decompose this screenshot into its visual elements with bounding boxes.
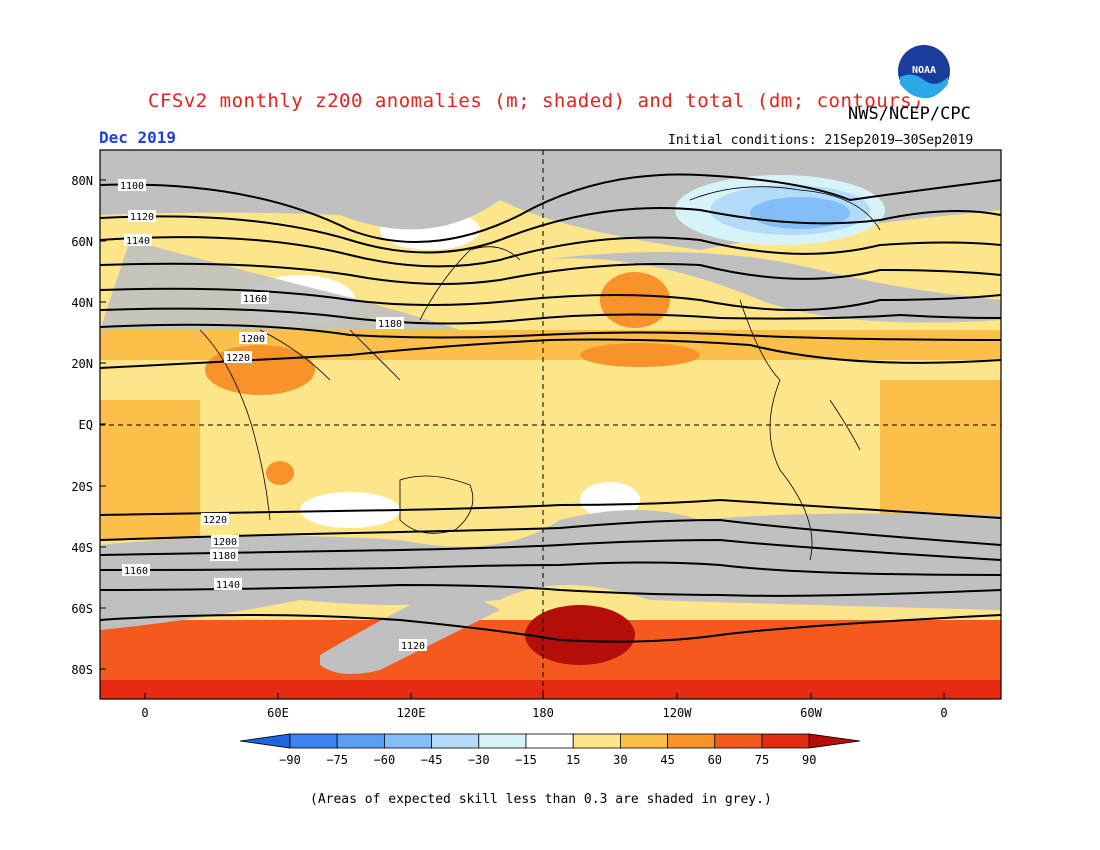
colorbar-swatch bbox=[289, 733, 338, 749]
colorbar-tick-label: −60 bbox=[374, 753, 396, 767]
lon-tick-label: 180 bbox=[532, 706, 554, 720]
skill-footnote: (Areas of expected skill less than 0.3 a… bbox=[310, 792, 772, 807]
contour-label-bg bbox=[239, 332, 267, 344]
colorbar-swatch bbox=[525, 733, 574, 749]
low-skill-southern-ocean bbox=[100, 510, 1001, 630]
contour-label: 1200 bbox=[241, 334, 265, 345]
contour-label: 1160 bbox=[124, 566, 148, 577]
contour-label-bg bbox=[214, 578, 242, 590]
neutral-south-pacific bbox=[580, 482, 640, 518]
anomaly-indian-ocean bbox=[266, 461, 294, 485]
anomaly-arabia bbox=[205, 345, 315, 395]
map-panel: 1100 1120 1140 1160 1180 1200 1220 1220 1200 1180… bbox=[100, 150, 1001, 699]
lat-tick-label: 80S bbox=[71, 663, 93, 677]
colorbar-tick-label: −30 bbox=[468, 753, 490, 767]
colorbar-tick-label: 30 bbox=[613, 753, 627, 767]
contour-label: 1120 bbox=[130, 212, 154, 223]
coastlines bbox=[199, 186, 881, 561]
contour-label-bg bbox=[241, 292, 269, 304]
colorbar-arrow-right bbox=[808, 733, 861, 749]
colorbar-tick-label: −15 bbox=[515, 753, 537, 767]
contour-label: 1160 bbox=[243, 294, 267, 305]
initial-conditions: Initial conditions: 21Sep2019–30Sep2019 bbox=[668, 133, 974, 148]
anomaly-max-south-pacific bbox=[525, 605, 635, 665]
contour-label-bg bbox=[201, 513, 229, 525]
low-skill-north-america bbox=[540, 252, 1001, 323]
colorbar-swatch bbox=[620, 733, 669, 749]
colorbar-swatch bbox=[336, 733, 385, 749]
contour-label-bg bbox=[211, 535, 239, 547]
lon-tick-label: 120W bbox=[663, 706, 693, 720]
colorbar-swatch bbox=[383, 733, 432, 749]
contour-label: 1220 bbox=[203, 515, 227, 526]
anomaly-subtropical-pacific bbox=[580, 343, 700, 367]
height-contours bbox=[100, 173, 1001, 643]
contour-label: 1180 bbox=[378, 319, 402, 330]
colorbar-tick-label: 60 bbox=[708, 753, 722, 767]
contour-label-bg bbox=[376, 317, 404, 329]
anomaly-atlantic-west bbox=[100, 400, 200, 540]
colorbar-tick-label: 75 bbox=[755, 753, 769, 767]
contour-label: 1220 bbox=[226, 353, 250, 364]
low-skill-eurasia bbox=[100, 240, 460, 330]
agency-label: NWS/NCEP/CPC bbox=[848, 104, 971, 124]
lon-tick-label: 60E bbox=[267, 706, 289, 720]
contour-label-bg bbox=[399, 639, 427, 651]
anomaly-south-band-strong bbox=[100, 680, 1001, 699]
colorbar-swatch bbox=[431, 733, 480, 749]
contour-label: 1200 bbox=[213, 537, 237, 548]
colorbar-swatch bbox=[572, 733, 621, 749]
longitude-axis: 0 60E 120E 180 120W 60W 0 bbox=[141, 693, 948, 720]
lon-tick-label: 120E bbox=[397, 706, 426, 720]
lat-tick-label: 40S bbox=[71, 541, 93, 555]
colorbar-swatch bbox=[761, 733, 810, 749]
contour-label-bg bbox=[128, 210, 156, 222]
colorbar-tick-label: −90 bbox=[279, 753, 301, 767]
lat-tick-label: 20N bbox=[71, 357, 93, 371]
anomaly-north-pacific bbox=[600, 272, 670, 328]
anomaly-atlantic-east bbox=[880, 380, 1001, 520]
colorbar-tick-label: −45 bbox=[421, 753, 443, 767]
colorbar-swatch bbox=[478, 733, 527, 749]
lat-tick-label: 80N bbox=[71, 174, 93, 188]
colorbar-swatch bbox=[714, 733, 763, 749]
contour-label-bg bbox=[224, 351, 252, 363]
lat-tick-label: 60N bbox=[71, 235, 93, 249]
logo-text: NOAA bbox=[912, 65, 936, 76]
contour-label: 1180 bbox=[212, 551, 236, 562]
forecast-month: Dec 2019 bbox=[99, 128, 177, 147]
lon-tick-label: 60W bbox=[800, 706, 822, 720]
lon-tick-label: 0 bbox=[940, 706, 947, 720]
lat-tick-label: 60S bbox=[71, 602, 93, 616]
contour-label: 1140 bbox=[216, 580, 240, 591]
lon-tick-label: 0 bbox=[141, 706, 148, 720]
lat-tick-label: 20S bbox=[71, 480, 93, 494]
colorbar-swatch bbox=[667, 733, 716, 749]
chart-title: CFSv2 monthly z200 anomalies (m; shaded)… bbox=[148, 90, 925, 112]
contour-label: 1120 bbox=[401, 641, 425, 652]
lat-tick-label: 40N bbox=[71, 296, 93, 310]
noaa-logo: NOAA bbox=[894, 41, 954, 101]
contour-label-bg bbox=[122, 564, 150, 576]
contour-label-bg bbox=[118, 179, 146, 191]
colorbar-tick-label: −75 bbox=[326, 753, 348, 767]
colorbar-tick-label: 45 bbox=[660, 753, 674, 767]
lat-tick-label: EQ bbox=[79, 418, 93, 432]
contour-label: 1140 bbox=[126, 236, 150, 247]
low-skill-antarctic bbox=[320, 596, 500, 674]
colorbar-tick-label: 90 bbox=[802, 753, 816, 767]
colorbar-arrow-left bbox=[239, 733, 291, 749]
contour-label-bg bbox=[210, 549, 238, 561]
contour-label-layer: 1100 1120 1140 1160 1180 1200 1220 1220 1200 1180… bbox=[118, 179, 427, 652]
colorbar-legend: −90 −75 −60 −45 −30 −15 15 30 45 60 75 90 bbox=[239, 733, 861, 767]
colorbar-tick-label: 15 bbox=[566, 753, 580, 767]
latitude-axis: 80N 60N 40N 20N EQ 20S 40S 60S 80S bbox=[71, 174, 106, 677]
contour-label: 1100 bbox=[120, 181, 144, 192]
contour-label-bg bbox=[124, 234, 152, 246]
